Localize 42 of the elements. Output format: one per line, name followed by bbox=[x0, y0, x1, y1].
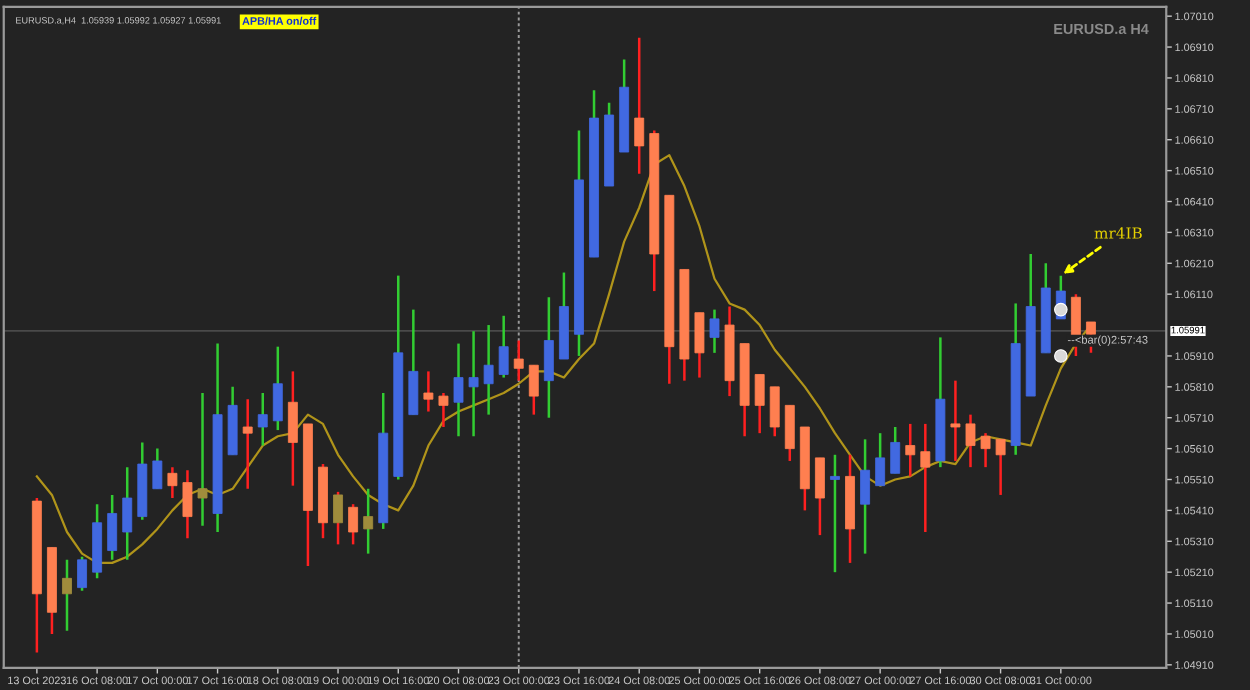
candlestick bbox=[182, 468, 193, 540]
candlestick bbox=[784, 404, 795, 463]
candlestick bbox=[468, 329, 479, 438]
candlestick bbox=[408, 308, 419, 416]
candlestick bbox=[905, 422, 916, 478]
candlestick bbox=[875, 431, 886, 487]
candlestick bbox=[197, 391, 208, 528]
candlestick bbox=[528, 363, 539, 416]
candlestick bbox=[769, 385, 780, 438]
candlestick bbox=[438, 391, 449, 429]
candlestick bbox=[754, 373, 765, 435]
candlestick bbox=[272, 345, 283, 432]
candlestick bbox=[483, 323, 494, 416]
candlestick bbox=[890, 425, 901, 475]
candlestick bbox=[287, 370, 298, 487]
candlestick bbox=[513, 339, 524, 382]
candlestick bbox=[950, 379, 961, 463]
candlestick bbox=[107, 493, 118, 562]
candlestick bbox=[333, 490, 343, 546]
candlestick bbox=[242, 397, 253, 491]
candlestick bbox=[122, 465, 133, 562]
candlestick bbox=[62, 558, 72, 633]
candlestick bbox=[152, 447, 163, 491]
candlestick bbox=[980, 431, 991, 469]
candlestick bbox=[77, 555, 87, 592]
candlestick bbox=[634, 36, 645, 175]
candlestick bbox=[257, 391, 268, 447]
candlestick bbox=[363, 487, 374, 555]
candlestick bbox=[709, 308, 720, 355]
candlestick bbox=[498, 314, 509, 379]
candlestick bbox=[167, 465, 178, 500]
candlestick bbox=[694, 311, 705, 379]
candlestick bbox=[814, 456, 825, 537]
candlestick bbox=[920, 422, 931, 534]
candlestick bbox=[348, 502, 359, 546]
candlestick bbox=[543, 296, 554, 419]
candlestick bbox=[423, 370, 434, 413]
candlestick bbox=[995, 438, 1006, 497]
candlestick bbox=[860, 438, 871, 555]
candlestick bbox=[453, 342, 464, 438]
candlestick bbox=[965, 413, 976, 469]
candlestick bbox=[830, 453, 840, 574]
